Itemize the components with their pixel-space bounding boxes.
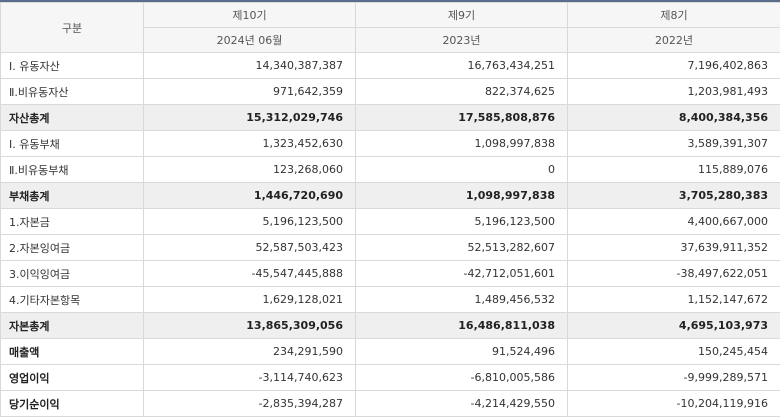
value-cell-period-1: 971,642,359 [144,79,356,105]
row-label: Ⅰ. 유동부채 [1,131,144,157]
row-label: 부채총계 [1,183,144,209]
header-row-periods: 구분 제10기 제9기 제8기 [1,3,780,28]
row-label: 4.기타자본항목 [1,287,144,313]
period-header-2: 제9기 [356,3,568,28]
value-cell-period-1: 52,587,503,423 [144,235,356,261]
value-cell-period-2: 1,098,997,838 [356,183,568,209]
value-cell-period-3: 1,203,981,493 [568,79,780,105]
value-cell-period-1: 1,323,452,630 [144,131,356,157]
row-label: Ⅰ. 유동자산 [1,53,144,79]
value-cell-period-2: -6,810,005,586 [356,365,568,391]
value-cell-period-1: 5,196,123,500 [144,209,356,235]
row-label: 2.자본잉여금 [1,235,144,261]
value-cell-period-2: 91,524,496 [356,339,568,365]
value-cell-period-3: 37,639,911,352 [568,235,780,261]
row-label: Ⅱ.비유동자산 [1,79,144,105]
value-cell-period-2: 52,513,282,607 [356,235,568,261]
value-cell-period-3: 4,400,667,000 [568,209,780,235]
row-label: Ⅱ.비유동부채 [1,157,144,183]
value-cell-period-2: 17,585,808,876 [356,105,568,131]
value-cell-period-3: 4,695,103,973 [568,313,780,339]
value-cell-period-3: -38,497,622,051 [568,261,780,287]
value-cell-period-3: 1,152,147,672 [568,287,780,313]
value-cell-period-3: -10,204,119,916 [568,391,780,417]
value-cell-period-2: 16,763,434,251 [356,53,568,79]
value-cell-period-1: 15,312,029,746 [144,105,356,131]
value-cell-period-3: 8,400,384,356 [568,105,780,131]
table-row: 당기순이익-2,835,394,287-4,214,429,550-10,204… [1,391,780,417]
value-cell-period-3: -9,999,289,571 [568,365,780,391]
value-cell-period-2: 1,098,997,838 [356,131,568,157]
row-label: 3.이익잉여금 [1,261,144,287]
period-date-1: 2024년 06월 [144,28,356,53]
value-cell-period-2: 16,486,811,038 [356,313,568,339]
value-cell-period-1: 13,865,309,056 [144,313,356,339]
value-cell-period-1: 1,446,720,690 [144,183,356,209]
value-cell-period-2: 1,489,456,532 [356,287,568,313]
table-row: 영업이익-3,114,740,623-6,810,005,586-9,999,2… [1,365,780,391]
value-cell-period-3: 115,889,076 [568,157,780,183]
table-header: 구분 제10기 제9기 제8기 2024년 06월 2023년 2022년 [1,3,780,53]
value-cell-period-2: 0 [356,157,568,183]
value-cell-period-2: 5,196,123,500 [356,209,568,235]
period-header-3: 제8기 [568,3,780,28]
value-cell-period-2: 822,374,625 [356,79,568,105]
value-cell-period-1: 1,629,128,021 [144,287,356,313]
value-cell-period-3: 3,589,391,307 [568,131,780,157]
row-label: 영업이익 [1,365,144,391]
row-label: 자본총계 [1,313,144,339]
value-cell-period-1: -2,835,394,287 [144,391,356,417]
table-row: 3.이익잉여금-45,547,445,888-42,712,051,601-38… [1,261,780,287]
row-label: 매출액 [1,339,144,365]
period-header-1: 제10기 [144,3,356,28]
value-cell-period-2: -42,712,051,601 [356,261,568,287]
value-cell-period-3: 150,245,454 [568,339,780,365]
row-label: 1.자본금 [1,209,144,235]
value-cell-period-1: -3,114,740,623 [144,365,356,391]
period-date-3: 2022년 [568,28,780,53]
value-cell-period-3: 7,196,402,863 [568,53,780,79]
value-cell-period-1: -45,547,445,888 [144,261,356,287]
value-cell-period-3: 3,705,280,383 [568,183,780,209]
value-cell-period-1: 14,340,387,387 [144,53,356,79]
row-label: 당기순이익 [1,391,144,417]
value-cell-period-1: 123,268,060 [144,157,356,183]
category-header: 구분 [1,3,144,53]
value-cell-period-2: -4,214,429,550 [356,391,568,417]
value-cell-period-1: 234,291,590 [144,339,356,365]
period-date-2: 2023년 [356,28,568,53]
row-label: 자산총계 [1,105,144,131]
